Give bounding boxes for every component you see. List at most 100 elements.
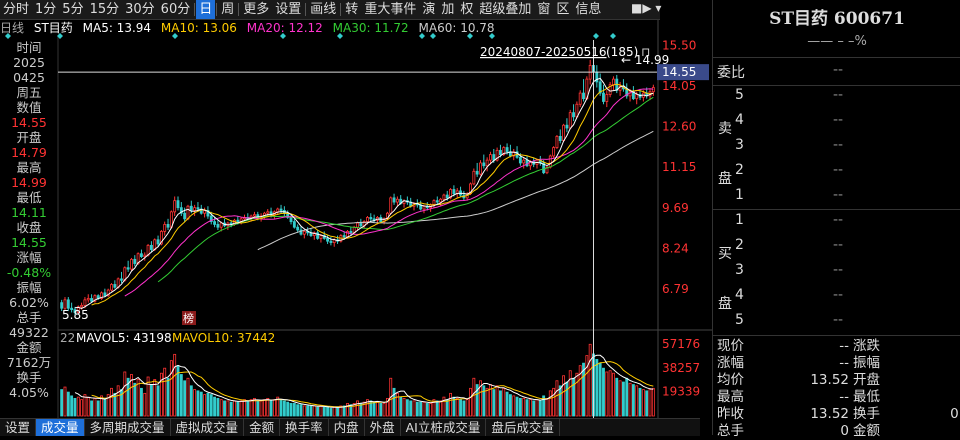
volume-bar [651,387,655,417]
stat-label: 昨收 [717,406,744,422]
toolbar-item[interactable]: 窗 [537,2,551,17]
order-book-row: 4 -- [713,112,960,136]
stat-row: 最高 -- 最低 [713,389,960,406]
candle-body [216,224,220,228]
event-marker-icon [593,33,599,39]
mavol5-label: MAVOL5: 43198 [76,331,172,345]
indicator-tab[interactable]: 金额 [244,419,281,436]
volume-bar [256,400,260,417]
candle-body [479,162,482,175]
volume-bar [346,403,349,417]
candle-body [289,217,293,223]
indicator-tab[interactable]: 设置 [0,419,37,436]
volume-bar [149,384,153,417]
volume-bar [568,370,572,417]
ma60-label: MA60: 10.78 [418,21,495,35]
candle-body [193,207,197,211]
volume-bar [90,400,94,417]
toolbar-item[interactable]: 1分 [35,2,57,17]
toolbar-item[interactable]: 日 [196,0,216,19]
divider [713,57,960,58]
indicator-tab[interactable]: 内盘 [329,419,365,436]
candle-body [70,307,74,311]
period-toolbar: 分时 1分 5分 15分 30分 60分日周更多 设置 画线转重大事件演加权超级叠加窗区信息 [0,0,660,20]
candle-body [545,166,549,174]
volume-bar [332,406,336,417]
stat-label: 振幅 [853,355,880,371]
toolbar-item[interactable]: 区 [556,2,570,17]
candle-body [319,235,323,239]
volume-bar [233,400,236,417]
indicator-tab[interactable]: 盘后成交量 [486,419,560,436]
toolbar-arrows[interactable]: ■▶ ▾ [631,1,662,15]
level-number: 4 [735,112,744,128]
ma10-line [91,83,654,306]
volume-bar [159,372,163,417]
volume-tick-label: 38257 [662,361,700,375]
toolbar-item[interactable]: 分时 [3,2,30,17]
candle-body [302,230,306,235]
toolbar-item[interactable]: 权 [460,2,474,17]
kline-chart[interactable]: 15.50 14.05 12.60 11.15 9.69 8.24 6.79 57176 382… [0,0,712,418]
toolbar-item[interactable]: 60分 [160,2,191,17]
volume-bar [518,397,522,417]
candle-body [342,235,346,238]
volume-bar [538,400,542,417]
event-marker-icon [280,33,286,39]
volume-bar [63,386,67,417]
volume-bar [292,403,296,417]
candle-body [562,124,566,141]
toolbar-item[interactable]: 设置 [275,2,302,17]
crosshair-price-label: 14.55 [662,65,696,79]
candle-body [236,219,240,223]
volume-bar [239,400,243,417]
ma60-line [257,130,654,251]
order-book-row: 1 -- [713,212,960,236]
candle-body [492,154,496,161]
candle-body [326,237,330,242]
indicator-tab[interactable]: 成交量 [36,419,85,436]
toolbar-item[interactable]: 转 [345,2,359,17]
level-volume: -- [833,312,844,328]
volume-bar [638,387,642,417]
toolbar-item[interactable]: 重大事件 [364,2,417,17]
volume-bar [558,385,562,417]
volume-bar [532,400,536,417]
volume-bar [116,385,120,417]
toolbar-item[interactable]: 超级叠加 [479,2,532,17]
candle-body [552,147,556,157]
toolbar-item[interactable]: 演 [422,2,436,17]
volume-bar [602,367,605,417]
volume-bar [395,392,399,417]
toolbar-item[interactable]: 5分 [62,2,84,17]
indicator-tab[interactable]: AI立桩成交量 [401,419,487,436]
indicator-tab[interactable]: 多周期成交量 [85,419,171,436]
candle-body [183,212,187,220]
toolbar-separator [216,3,218,16]
volume-bar [80,399,84,417]
volume-bar [136,379,140,417]
toolbar-item[interactable]: 周 [221,2,235,17]
toolbar-item[interactable]: 画线 [310,2,337,17]
volume-bar [508,394,512,417]
volume-bar [588,343,592,417]
candle-body [186,205,190,220]
toolbar-item[interactable]: 更多 [243,2,270,17]
volume-bar [179,374,183,417]
order-book-row: 1 -- [713,187,960,211]
toolbar-item[interactable]: 加 [441,2,455,17]
volume-bar [103,399,107,417]
range-label: 20240807-20250516 [480,45,607,59]
toolbar-item[interactable]: 30分 [125,2,155,17]
info-label: 涨幅 [16,250,42,265]
toolbar-item[interactable]: 15分 [89,2,120,17]
toolbar-item[interactable]: 信息 [575,2,602,17]
indicator-tab[interactable]: 虚拟成交量 [171,419,245,436]
indicator-tab[interactable]: 换手率 [280,419,329,436]
indicator-tab[interactable]: 外盘 [365,419,401,436]
candle-body [83,299,87,306]
volume-bar [469,387,472,417]
level-volume: -- [833,87,844,103]
volume-bar [502,387,506,417]
candle-body [113,284,117,288]
